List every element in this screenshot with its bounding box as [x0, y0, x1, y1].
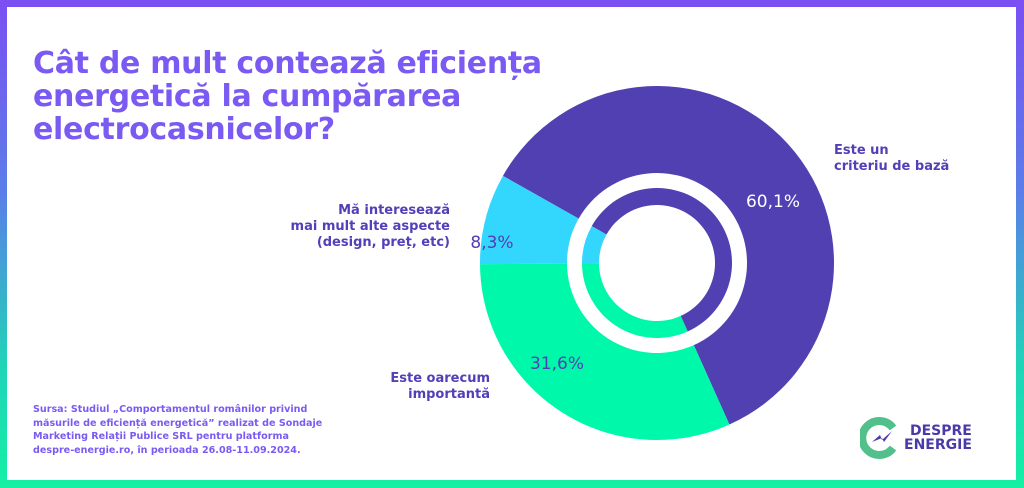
- title-line: Cât de mult contează eficiența: [33, 46, 542, 81]
- title-line: electrocasnicelor?: [33, 112, 335, 147]
- label-line: Este un: [834, 143, 889, 158]
- title-line: energetică la cumpărarea: [33, 79, 462, 114]
- source-line: măsurile de eficiență energetică” realiz…: [33, 417, 323, 429]
- data-label: 60,1%: [746, 192, 800, 212]
- donut-slice-outer: [480, 175, 579, 265]
- label-line: criteriu de bază: [834, 159, 950, 174]
- logo-text-line1: DESPRE: [910, 423, 972, 439]
- donut-slice-inner: [582, 226, 607, 264]
- legend-label-criteriu-de-baza: Este un criteriu de bază: [834, 143, 949, 175]
- data-label: 31,6%: [530, 354, 584, 374]
- source-line: despre-energie.ro, în perioada 26.08-11.…: [33, 444, 301, 456]
- label-line: Mă interesează: [338, 203, 450, 218]
- source-line: Marketing Relații Publice SRL pentru pla…: [33, 431, 289, 442]
- source-line: Sursa: Studiul „Comportamentul românilor…: [33, 404, 308, 415]
- chart-title: Cât de mult contează eficiența energetic…: [33, 47, 542, 146]
- label-line: importantă: [408, 387, 490, 402]
- logo-text-line2: ENERGIE: [904, 437, 972, 453]
- legend-label-alte-aspecte: Mă interesează mai mult alte aspecte (de…: [291, 203, 450, 251]
- donut-slice-inner: [582, 263, 688, 338]
- label-line: (design, preț, etc): [316, 235, 450, 250]
- label-line: Este oarecum: [390, 371, 490, 386]
- donut-slice-outer: [502, 85, 835, 425]
- data-label: 8,3%: [470, 233, 513, 253]
- legend-label-oarecum-importanta: Este oarecum importantă: [390, 371, 490, 403]
- logo-mark-icon: [860, 417, 897, 459]
- source-note: Sursa: Studiul „Comportamentul românilor…: [33, 403, 322, 457]
- lightning-icon: [872, 431, 892, 442]
- despre-energie-logo: DESPRE ENERGIE: [860, 417, 972, 459]
- donut-slice-outer: [480, 263, 730, 440]
- label-line: mai mult alte aspecte: [290, 219, 450, 234]
